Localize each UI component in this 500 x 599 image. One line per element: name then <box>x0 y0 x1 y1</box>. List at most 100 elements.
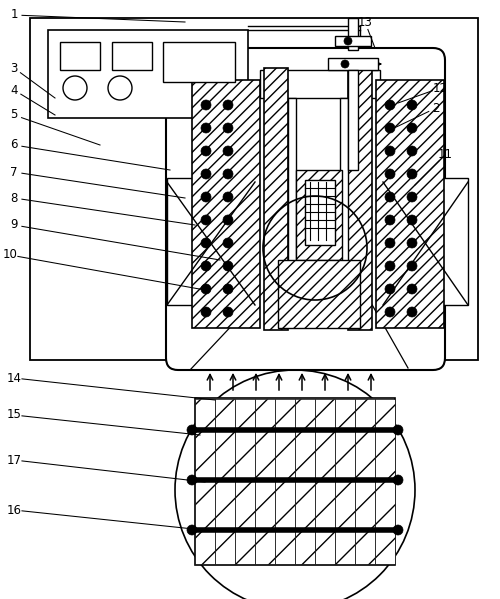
Circle shape <box>341 60 349 68</box>
Circle shape <box>385 100 395 110</box>
Circle shape <box>201 307 211 317</box>
Bar <box>328 58 378 70</box>
Text: 2: 2 <box>432 101 440 114</box>
Circle shape <box>201 215 211 225</box>
Circle shape <box>223 169 233 179</box>
Bar <box>335 399 355 564</box>
Circle shape <box>393 475 403 485</box>
Circle shape <box>201 146 211 156</box>
Circle shape <box>201 123 211 133</box>
Circle shape <box>393 425 403 435</box>
Bar <box>348 70 358 170</box>
Circle shape <box>407 261 417 271</box>
Text: 5: 5 <box>10 108 18 122</box>
Circle shape <box>407 192 417 202</box>
Bar <box>305 180 335 245</box>
Circle shape <box>385 146 395 156</box>
Text: 10: 10 <box>2 249 18 262</box>
Circle shape <box>385 238 395 248</box>
Bar <box>315 399 335 564</box>
Bar <box>235 399 255 564</box>
Text: 17: 17 <box>6 453 22 467</box>
Bar <box>255 399 275 564</box>
Bar <box>264 68 288 330</box>
Circle shape <box>223 238 233 248</box>
Circle shape <box>407 146 417 156</box>
Circle shape <box>187 475 197 485</box>
Circle shape <box>223 123 233 133</box>
Bar <box>288 98 296 308</box>
Circle shape <box>223 284 233 294</box>
Circle shape <box>223 261 233 271</box>
Text: 16: 16 <box>6 504 22 516</box>
Text: 7: 7 <box>10 165 18 179</box>
Bar <box>30 18 478 360</box>
Text: 3: 3 <box>10 62 18 74</box>
Text: 4: 4 <box>10 83 18 96</box>
Text: 13: 13 <box>358 16 372 29</box>
Bar <box>278 260 360 328</box>
Text: 15: 15 <box>6 409 22 422</box>
Circle shape <box>385 261 395 271</box>
Circle shape <box>385 192 395 202</box>
Text: 12: 12 <box>432 81 448 95</box>
Text: 6: 6 <box>10 138 18 152</box>
Bar <box>348 68 372 330</box>
Circle shape <box>223 146 233 156</box>
Text: 11: 11 <box>438 149 452 162</box>
Circle shape <box>108 76 132 100</box>
Text: 8: 8 <box>10 192 18 204</box>
Bar <box>335 36 371 46</box>
Bar <box>383 178 468 305</box>
Circle shape <box>407 123 417 133</box>
Bar <box>260 70 380 98</box>
FancyBboxPatch shape <box>166 48 445 370</box>
Circle shape <box>407 284 417 294</box>
Bar <box>48 30 248 118</box>
Circle shape <box>407 307 417 317</box>
Bar <box>215 399 235 564</box>
Bar <box>195 398 395 565</box>
Bar <box>340 98 348 308</box>
Text: 1: 1 <box>10 8 18 22</box>
Bar <box>295 399 315 564</box>
Circle shape <box>407 100 417 110</box>
Bar <box>275 399 295 564</box>
Circle shape <box>407 169 417 179</box>
Circle shape <box>223 100 233 110</box>
Bar <box>296 170 342 260</box>
Circle shape <box>201 284 211 294</box>
Bar <box>355 399 375 564</box>
Circle shape <box>201 261 211 271</box>
Circle shape <box>223 307 233 317</box>
Circle shape <box>385 123 395 133</box>
Circle shape <box>385 215 395 225</box>
Circle shape <box>201 192 211 202</box>
Bar <box>167 178 255 305</box>
Circle shape <box>223 192 233 202</box>
Bar <box>60 42 100 70</box>
Circle shape <box>201 169 211 179</box>
Circle shape <box>385 307 395 317</box>
Circle shape <box>201 100 211 110</box>
Circle shape <box>187 425 197 435</box>
Circle shape <box>63 76 87 100</box>
Circle shape <box>187 525 197 535</box>
Bar <box>348 18 358 50</box>
Circle shape <box>344 37 352 45</box>
Bar <box>112 42 152 70</box>
Circle shape <box>201 238 211 248</box>
Circle shape <box>385 284 395 294</box>
Circle shape <box>385 169 395 179</box>
Bar <box>375 399 395 564</box>
Bar <box>195 399 215 564</box>
Bar <box>376 80 444 328</box>
Text: 14: 14 <box>6 371 22 385</box>
Bar <box>192 80 260 328</box>
Bar <box>163 42 235 82</box>
Circle shape <box>393 525 403 535</box>
Text: 9: 9 <box>10 219 18 231</box>
Circle shape <box>407 215 417 225</box>
Circle shape <box>223 215 233 225</box>
Circle shape <box>407 238 417 248</box>
